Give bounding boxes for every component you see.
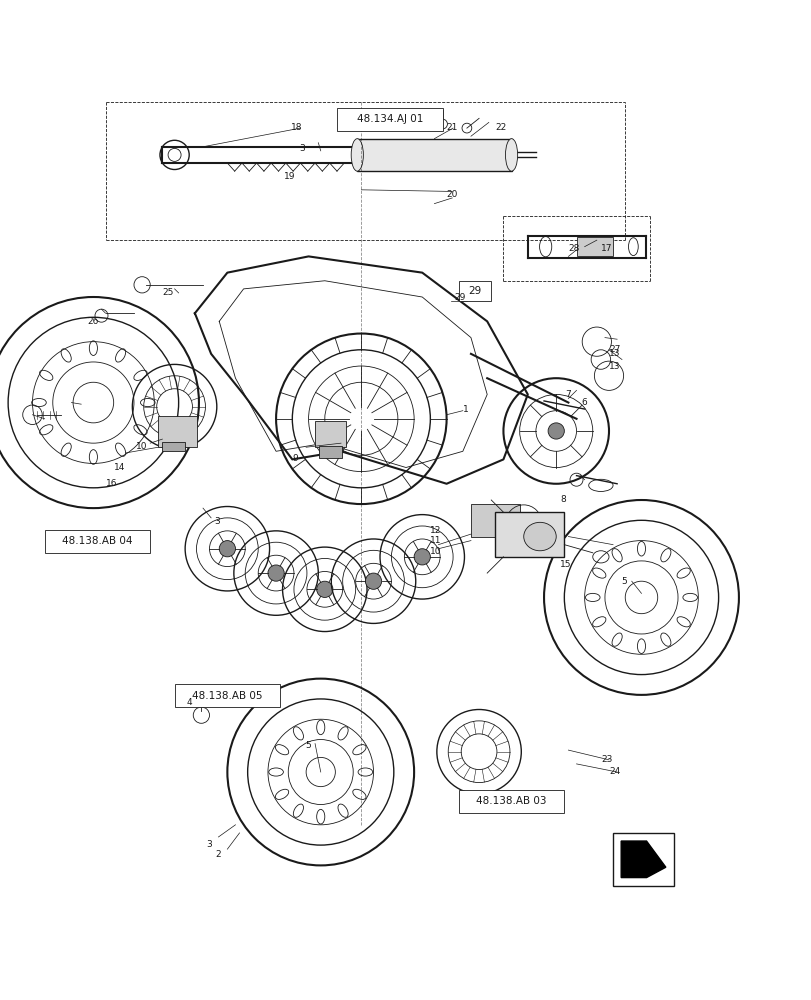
Bar bbox=[319, 446, 341, 458]
Text: 17: 17 bbox=[600, 244, 611, 253]
Text: 21: 21 bbox=[446, 123, 457, 132]
Text: 3: 3 bbox=[214, 517, 220, 526]
Polygon shape bbox=[620, 841, 665, 878]
Text: 11: 11 bbox=[430, 536, 441, 545]
Circle shape bbox=[365, 573, 381, 589]
Text: 20: 20 bbox=[446, 190, 457, 199]
Text: 5: 5 bbox=[305, 741, 311, 750]
Bar bbox=[495, 512, 564, 557]
Text: 8: 8 bbox=[560, 495, 565, 504]
Ellipse shape bbox=[523, 522, 556, 551]
Text: 3: 3 bbox=[206, 840, 212, 849]
Circle shape bbox=[414, 549, 430, 565]
Text: 9: 9 bbox=[292, 454, 298, 463]
Ellipse shape bbox=[350, 139, 363, 171]
Text: 48.138.AB 05: 48.138.AB 05 bbox=[192, 691, 262, 701]
Bar bbox=[337, 108, 442, 131]
Ellipse shape bbox=[504, 139, 517, 171]
Text: 15: 15 bbox=[560, 560, 571, 569]
Text: 24: 24 bbox=[608, 767, 620, 776]
Text: 3: 3 bbox=[298, 144, 304, 153]
Text: 19: 19 bbox=[284, 172, 295, 181]
Text: 48.134.AJ 01: 48.134.AJ 01 bbox=[356, 114, 423, 124]
Text: 29: 29 bbox=[468, 286, 481, 296]
Circle shape bbox=[219, 541, 235, 557]
Text: 10: 10 bbox=[136, 442, 148, 451]
Text: 13: 13 bbox=[608, 362, 620, 371]
Text: 48.138.AB 04: 48.138.AB 04 bbox=[62, 536, 132, 546]
Text: 7: 7 bbox=[564, 390, 570, 399]
Text: 25: 25 bbox=[162, 288, 174, 297]
Text: 16: 16 bbox=[105, 479, 117, 488]
Circle shape bbox=[268, 565, 284, 581]
Text: 13: 13 bbox=[608, 349, 620, 358]
Text: 29: 29 bbox=[454, 293, 466, 302]
Text: 1: 1 bbox=[462, 405, 468, 414]
Text: 22: 22 bbox=[495, 123, 506, 132]
Bar bbox=[576, 237, 612, 256]
Text: 48.138.AB 03: 48.138.AB 03 bbox=[476, 796, 546, 806]
Text: 14: 14 bbox=[114, 463, 125, 472]
Text: 6: 6 bbox=[581, 398, 586, 407]
Text: 4: 4 bbox=[187, 698, 192, 707]
Bar bbox=[315, 421, 345, 447]
Bar bbox=[162, 442, 185, 451]
Circle shape bbox=[547, 423, 564, 439]
Text: 26: 26 bbox=[88, 317, 99, 326]
Text: 23: 23 bbox=[600, 755, 611, 764]
Bar bbox=[45, 530, 150, 553]
Text: 28: 28 bbox=[568, 244, 579, 253]
Bar bbox=[458, 790, 564, 813]
Text: 27: 27 bbox=[608, 345, 620, 354]
Bar bbox=[470, 504, 519, 537]
Circle shape bbox=[316, 581, 333, 597]
Text: 10: 10 bbox=[430, 547, 441, 556]
Text: 18: 18 bbox=[290, 123, 302, 132]
Bar bbox=[158, 416, 197, 447]
Bar bbox=[458, 281, 491, 301]
Bar bbox=[174, 684, 280, 707]
Text: 2: 2 bbox=[215, 850, 221, 859]
Text: 5: 5 bbox=[620, 577, 626, 586]
Bar bbox=[357, 139, 511, 171]
Text: 12: 12 bbox=[430, 526, 441, 535]
Bar bbox=[612, 833, 673, 886]
